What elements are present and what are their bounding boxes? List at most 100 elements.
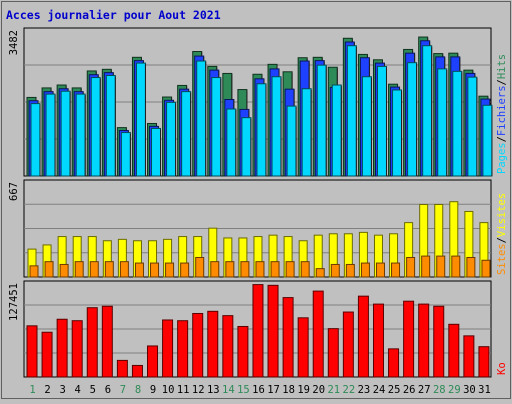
day-label-31: 31 [478, 384, 491, 396]
bar-sites-day-9 [150, 262, 160, 278]
bar-sites-day-1 [29, 265, 39, 278]
legend-top: Pages/Fichiers/Hits [496, 54, 508, 174]
day-label-7: 7 [120, 384, 126, 396]
bar-ko-day-31 [478, 346, 490, 378]
day-label-1: 1 [29, 384, 35, 396]
day-label-27: 27 [418, 384, 431, 396]
day-axis-labels: 1 2 3 4 5 6 7 8 9 10 11 12 13 14 15 16 17 18 19 20 21 22 23 24 2… [29, 384, 490, 396]
bar-sites-day-12 [195, 256, 205, 278]
panel-middle: 667 Sites/Visites [8, 179, 508, 278]
day-label-2: 2 [44, 384, 50, 396]
bar-sites-day-26 [406, 256, 416, 278]
day-label-24: 24 [373, 384, 386, 396]
bar-pages-day-18 [286, 105, 297, 177]
legend-separator: / [496, 136, 508, 142]
bar-sites-day-19 [300, 261, 310, 278]
bar-pages-day-26 [407, 62, 418, 177]
bar-sites-day-30 [466, 256, 476, 278]
bar-pages-day-2 [45, 93, 56, 177]
chart-title: Acces journalier pour Aout 2021 [6, 8, 221, 22]
bar-sites-day-13 [210, 261, 220, 278]
bar-pages-day-27 [422, 45, 433, 177]
bar-sites-day-7 [119, 261, 129, 278]
bar-ko-day-11 [177, 320, 189, 378]
bar-pages-day-29 [452, 70, 463, 177]
bar-pages-day-31 [482, 104, 493, 177]
bar-ko-day-26 [403, 300, 415, 378]
bar-ko-day-27 [418, 303, 430, 378]
day-label-19: 19 [297, 384, 310, 396]
bar-ko-day-2 [41, 331, 53, 378]
bar-ko-day-9 [147, 345, 159, 378]
bar-pages-day-14 [226, 108, 237, 177]
legend-separator: / [496, 79, 508, 85]
day-label-21: 21 [327, 384, 340, 396]
day-label-26: 26 [403, 384, 416, 396]
legend-separator: / [496, 237, 508, 243]
day-label-8: 8 [135, 384, 141, 396]
bar-pages-day-12 [196, 60, 207, 177]
day-label-17: 17 [267, 384, 280, 396]
bar-ko-day-17 [267, 284, 279, 378]
bar-pages-day-11 [181, 91, 192, 177]
bar-sites-day-29 [451, 255, 461, 278]
day-label-14: 14 [222, 384, 235, 396]
bar-ko-day-16 [252, 284, 264, 378]
bar-ko-day-20 [312, 290, 324, 378]
bar-pages-day-16 [256, 83, 267, 177]
y-max-label: 667 [8, 182, 20, 201]
bar-pages-day-13 [211, 77, 222, 177]
bar-ko-day-25 [388, 348, 400, 378]
day-label-10: 10 [162, 384, 175, 396]
bar-ko-day-18 [282, 297, 294, 378]
bar-sites-day-22 [345, 263, 355, 278]
legend-pages: Pages [496, 142, 508, 174]
bar-sites-day-4 [74, 261, 84, 278]
day-label-13: 13 [207, 384, 220, 396]
bar-pages-day-24 [376, 65, 387, 177]
bar-pages-day-1 [30, 103, 41, 177]
day-label-15: 15 [237, 384, 250, 396]
bar-pages-day-28 [437, 68, 448, 177]
bar-pages-day-17 [271, 76, 282, 177]
day-label-4: 4 [75, 384, 81, 396]
bar-pages-day-4 [75, 93, 86, 177]
bar-sites-day-27 [421, 255, 431, 278]
bar-sites-day-10 [165, 262, 175, 278]
bar-pages-day-6 [105, 75, 116, 177]
bar-pages-day-3 [60, 90, 71, 177]
bar-ko-day-19 [297, 317, 309, 378]
day-label-25: 25 [388, 384, 401, 396]
day-label-5: 5 [90, 384, 96, 396]
bar-sites-day-15 [240, 261, 250, 278]
bar-ko-day-21 [327, 328, 339, 378]
day-label-3: 3 [59, 384, 65, 396]
bar-sites-day-2 [44, 261, 54, 278]
day-label-9: 9 [150, 384, 156, 396]
bar-pages-day-19 [301, 88, 312, 177]
legend-bottom: Ko [496, 362, 508, 375]
day-label-11: 11 [177, 384, 190, 396]
bar-pages-day-20 [316, 64, 327, 177]
bar-sites-day-3 [59, 263, 69, 278]
day-label-20: 20 [312, 384, 325, 396]
bar-sites-day-14 [225, 261, 235, 278]
bar-pages-day-30 [467, 76, 478, 177]
bar-sites-day-11 [180, 262, 190, 278]
bar-sites-day-28 [436, 255, 446, 278]
bar-sites-day-8 [134, 262, 144, 278]
bar-pages-day-22 [346, 45, 357, 177]
bar-ko-day-14 [222, 315, 234, 378]
bar-ko-day-15 [237, 325, 249, 378]
bar-ko-day-7 [116, 359, 128, 378]
legend-sites: Sites [496, 243, 508, 275]
bar-pages-day-15 [241, 117, 252, 177]
bar-pages-day-8 [135, 62, 146, 177]
legend-visites: Visites [496, 193, 508, 237]
bar-pages-day-5 [90, 77, 101, 177]
bar-pages-day-21 [331, 84, 342, 177]
bar-ko-day-24 [372, 303, 384, 378]
chart-panels: 3482Pages/Fichiers/Hits667Sites/Visites1… [8, 27, 508, 378]
